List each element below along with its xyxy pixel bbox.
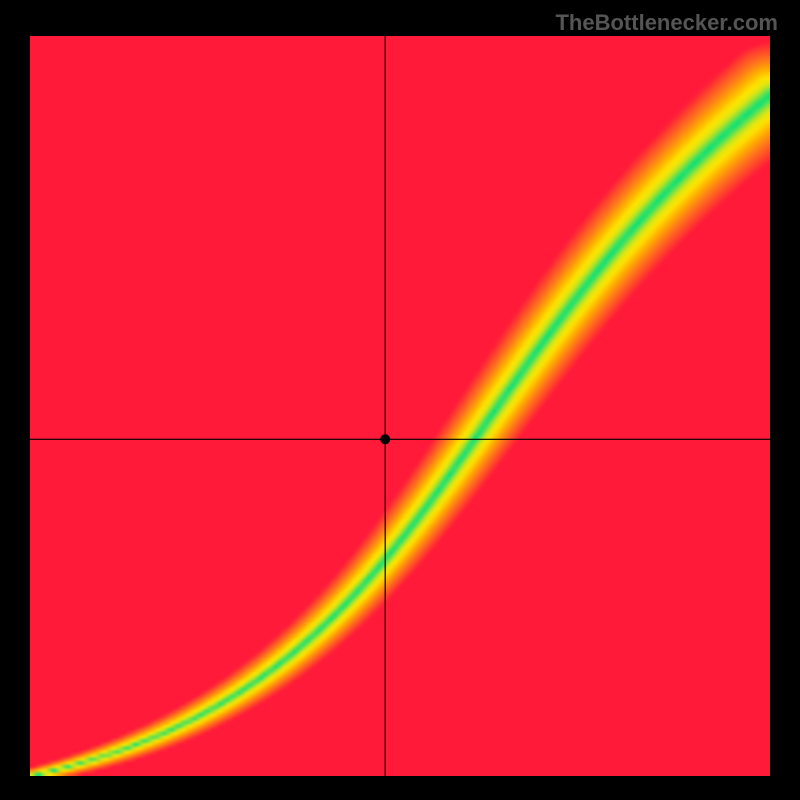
watermark-label: TheBottlenecker.com [555,10,778,36]
heatmap-canvas [30,36,770,776]
chart-container: TheBottlenecker.com [0,0,800,800]
